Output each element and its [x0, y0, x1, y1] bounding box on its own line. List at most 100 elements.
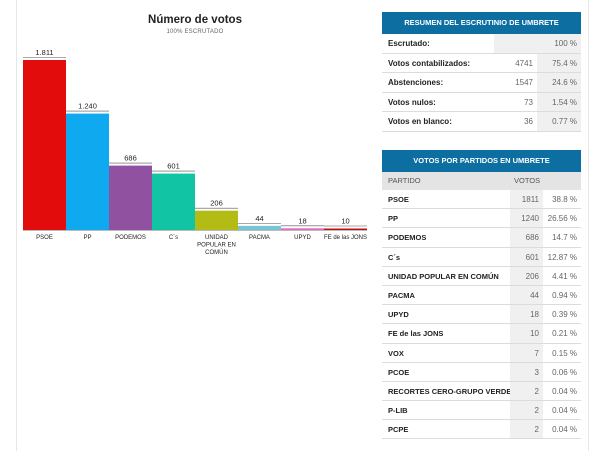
- value-label: 601: [167, 162, 180, 171]
- party-rows: PSOE 1811 38.8 % PP 1240 26.56 % PODEMOS 686 14.…: [382, 190, 581, 440]
- bar: [195, 210, 238, 230]
- party-row: PODEMOS 686 14.7 %: [382, 228, 581, 248]
- party-pct: 26.56 %: [543, 209, 581, 228]
- category-label: PP: [83, 235, 91, 241]
- summary-title: RESUMEN DEL ESCRUTINIO DE UMBRETE: [382, 12, 581, 34]
- party-votes: 601: [510, 247, 543, 266]
- summary-row: Abstenciones: 1547 24.6 %: [382, 73, 581, 93]
- summary-label: Votos en blanco:: [382, 112, 494, 131]
- party-pct: 0.15 %: [543, 343, 581, 362]
- value-label: 1.240: [78, 102, 97, 111]
- summary-row: Votos contabilizados: 4741 75.4 %: [382, 53, 581, 73]
- party-pct: 12.87 %: [543, 247, 581, 266]
- summary-votes: 36: [494, 112, 537, 131]
- party-pct: 38.8 %: [543, 190, 581, 209]
- bar: [238, 225, 281, 230]
- party-row: P-LIB 2 0.04 %: [382, 401, 581, 421]
- party-row: C´s 601 12.87 %: [382, 247, 581, 267]
- summary-label: Abstenciones:: [382, 73, 494, 92]
- party-name: C´s: [382, 247, 510, 266]
- col-votes-header: VOTOS: [514, 176, 541, 185]
- party-pct: 0.21 %: [543, 324, 581, 343]
- value-label: 1.811: [35, 48, 53, 57]
- party-row: UPYD 18 0.39 %: [382, 305, 581, 325]
- parties-title: VOTOS POR PARTIDOS EN UMBRETE: [382, 150, 581, 172]
- frame-right-border: [588, 0, 589, 451]
- party-row: RECORTES CERO-GRUPO VERDE 2 0.04 %: [382, 381, 581, 402]
- party-name: FE de las JONS: [382, 324, 510, 343]
- party-votes: 2: [510, 381, 543, 401]
- category-label: PODEMOS: [115, 235, 146, 241]
- party-row: FE de las JONS 10 0.21 %: [382, 324, 581, 344]
- party-votes: 10: [510, 324, 543, 343]
- party-row: PSOE 1811 38.8 %: [382, 190, 581, 210]
- party-name: PCPE: [382, 420, 510, 439]
- frame-left-border: [16, 0, 17, 451]
- summary-pct: 1.54 %: [537, 92, 581, 111]
- category-label: UNIDAD: [205, 235, 229, 241]
- party-name: UNIDAD POPULAR EN COMÚN: [382, 266, 510, 285]
- party-name: PODEMOS: [382, 228, 510, 247]
- bar: [324, 228, 367, 230]
- party-name: UPYD: [382, 305, 510, 324]
- bar: [66, 113, 109, 230]
- party-name: P-LIB: [382, 401, 510, 420]
- value-label: 10: [341, 217, 349, 226]
- party-row: PCPE 2 0.04 %: [382, 420, 581, 440]
- party-name: RECORTES CERO-GRUPO VERDE: [382, 381, 510, 401]
- summary-row: Escrutado: 100 %: [382, 34, 581, 54]
- party-name: PSOE: [382, 190, 510, 209]
- summary-label: Votos nulos:: [382, 92, 494, 111]
- value-label: 686: [124, 154, 137, 163]
- category-label: UPYD: [294, 235, 311, 241]
- summary-pct: 75.4 %: [537, 53, 581, 72]
- category-label: FE de las JONS: [324, 235, 367, 241]
- party-pct: 0.39 %: [543, 305, 581, 324]
- bar: [109, 165, 152, 230]
- party-pct: 0.04 %: [543, 401, 581, 420]
- category-label: PSOE: [36, 235, 53, 241]
- summary-pct: 0.77 %: [537, 112, 581, 131]
- party-pct: 0.06 %: [543, 362, 581, 381]
- party-pct: 0.04 %: [543, 381, 581, 401]
- party-votes: 2: [510, 401, 543, 420]
- party-pct: 4.41 %: [543, 266, 581, 285]
- bar-chart: 1.811 PSOE 1.240 PP 686 PODEMOS 601 C´s 206 UNIDA…: [23, 48, 367, 256]
- party-votes: 1811: [510, 190, 543, 209]
- summary-pct: 100 %: [494, 34, 581, 53]
- parties-panel: VOTOS POR PARTIDOS EN UMBRETE PARTIDO VO…: [382, 150, 581, 440]
- party-row: VOX 7 0.15 %: [382, 343, 581, 363]
- category-label: PACMA: [249, 235, 270, 241]
- party-name: VOX: [382, 343, 510, 362]
- value-label: 206: [210, 199, 223, 208]
- party-votes: 7: [510, 343, 543, 362]
- parties-header: PARTIDO VOTOS: [382, 172, 581, 190]
- summary-pct: 24.6 %: [537, 73, 581, 92]
- value-label: 18: [298, 216, 306, 225]
- party-votes: 44: [510, 285, 543, 305]
- summary-row: Votos nulos: 73 1.54 %: [382, 92, 581, 112]
- bar: [152, 173, 195, 230]
- chart-title: Número de votos: [148, 14, 242, 26]
- col-party-header: PARTIDO: [388, 176, 421, 185]
- summary-votes: 4741: [494, 53, 537, 72]
- party-pct: 0.94 %: [543, 285, 581, 305]
- party-votes: 686: [510, 228, 543, 247]
- party-votes: 3: [510, 362, 543, 381]
- chart-subtitle: 100% ESCRUTADO: [166, 29, 224, 35]
- party-votes: 206: [510, 266, 543, 285]
- summary-label: Votos contabilizados:: [382, 53, 494, 72]
- category-label: C´s: [169, 235, 178, 241]
- party-votes: 1240: [510, 209, 543, 228]
- summary-votes: 73: [494, 92, 537, 111]
- party-votes: 2: [510, 420, 543, 439]
- party-pct: 14.7 %: [543, 228, 581, 247]
- party-name: PACMA: [382, 285, 510, 305]
- party-row: UNIDAD POPULAR EN COMÚN 206 4.41 %: [382, 266, 581, 286]
- summary-panel: RESUMEN DEL ESCRUTINIO DE UMBRETE Escrut…: [382, 12, 581, 132]
- summary-rows: Escrutado: 100 % Votos contabilizados: 4741…: [382, 34, 581, 132]
- category-label: COMÚN: [205, 249, 228, 256]
- category-label: POPULAR EN: [197, 243, 236, 249]
- party-name: PCOE: [382, 362, 510, 381]
- party-name: PP: [382, 209, 510, 228]
